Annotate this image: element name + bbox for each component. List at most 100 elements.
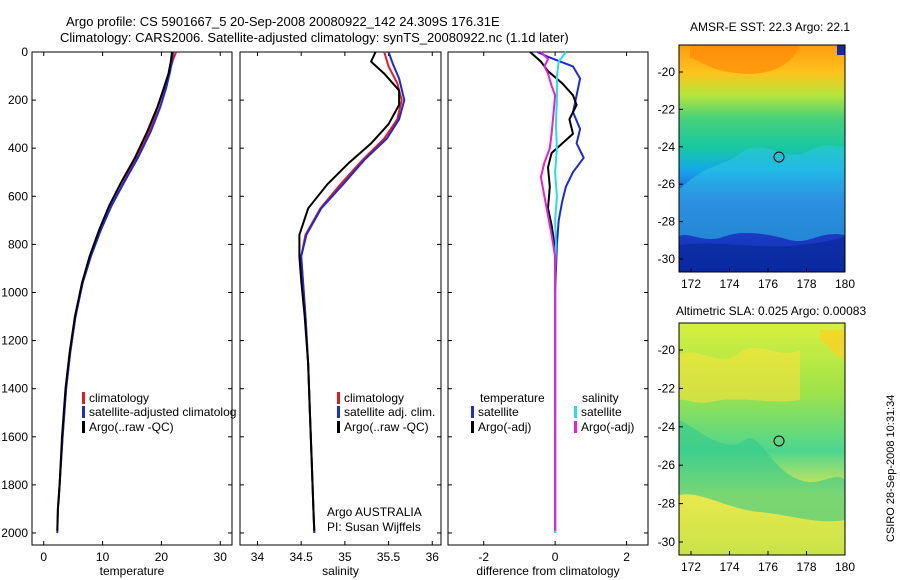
diff-legend-temp-satellite-swatch	[471, 406, 474, 418]
temperature-xtick-label: 0	[40, 550, 47, 564]
temperature-series-line-2	[56, 51, 173, 531]
sla-xtick-label: 178	[796, 560, 816, 574]
sla-map-title: Altimetric SLA: 0.025 Argo: 0.00083	[676, 304, 867, 318]
difference-xtick-label: -2	[478, 550, 489, 564]
sal-legend-satellite-swatch	[337, 406, 340, 418]
sst-ytick-label: -22	[658, 102, 676, 116]
salinity-xtick-label: 34	[251, 550, 265, 564]
salinity-xtick-label: 34.5	[289, 550, 313, 564]
diff-legend-sal-satellite-swatch	[574, 406, 577, 418]
temperature-xtick-label: 20	[155, 550, 169, 564]
sla-xtick-label: 180	[835, 560, 855, 574]
salinity-xtick-label: 36	[426, 550, 440, 564]
sla-xtick-label: 172	[681, 560, 701, 574]
temp-legend-climatology-label: climatology	[89, 391, 149, 405]
sst-xtick-label: 172	[681, 277, 701, 291]
temperature-panel: 0 200 400 600 800 1000 1200 1400 1600 1800 2000 0 10…	[1, 45, 236, 578]
temp-legend-satellite-label: satellite-adjusted climatolog	[89, 405, 236, 419]
temperature-frame	[31, 51, 233, 546]
depth-tick-label: 1000	[1, 285, 28, 299]
salinity-frame	[239, 51, 442, 546]
temperature-xlabel: temperature	[100, 564, 165, 578]
sal-note-program: Argo AUSTRALIA	[327, 505, 422, 519]
sal-note-pi: PI: Susan Wijffels	[327, 520, 421, 534]
sla-ytick-label: -24	[658, 420, 676, 434]
salinity-xtick-label: 35.5	[377, 550, 401, 564]
sst-map-frame	[678, 44, 846, 273]
sla-ytick-label: -22	[658, 381, 676, 395]
salinity-series-line-2	[298, 51, 401, 531]
sst-map-deep-blue	[679, 236, 845, 272]
depth-tick-label: 1200	[1, 334, 28, 348]
sst-map-title: AMSR-E SST: 22.3 Argo: 22.1	[690, 20, 851, 34]
sst-ytick-label: -20	[658, 65, 676, 79]
difference-xtick-label: 0	[552, 550, 559, 564]
depth-tick-label: 600	[8, 189, 28, 203]
difference-xtick-label: 2	[623, 550, 630, 564]
depth-tick-label: 0	[21, 45, 28, 59]
depth-tick-label: 1800	[1, 478, 28, 492]
sst-map-warm-patch	[690, 45, 800, 74]
depth-tick-label: 400	[8, 141, 28, 155]
sla-map-low-band	[679, 420, 845, 522]
diff-legend-temp-argo-label: Argo(-adj)	[478, 420, 531, 434]
sla-map-frame	[678, 322, 846, 556]
difference-series-line-3	[539, 51, 557, 531]
diff-legend-sal-argo-swatch	[574, 421, 577, 433]
depth-tick-label: 800	[8, 237, 28, 251]
figure-title-line2: Climatology: CARS2006. Satellite-adjuste…	[60, 30, 569, 45]
difference-series-line-2	[554, 51, 567, 533]
temperature-series-line-1	[56, 51, 175, 534]
sst-argo-location-marker	[773, 151, 785, 163]
sst-xtick-label: 174	[719, 277, 739, 291]
diff-legend-temperature-header: temperature	[480, 391, 545, 405]
depth-tick-label: 2000	[1, 526, 28, 540]
sst-ytick-label: -26	[658, 177, 676, 191]
temp-legend-argo-swatch	[82, 421, 85, 433]
temperature-xtick-label: 10	[96, 550, 110, 564]
temp-legend-argo-label: Argo(..raw -QC)	[89, 420, 174, 434]
sst-map: -20 -22 -24 -26 -28 -30 172 174 176 178 180	[658, 44, 856, 291]
sla-xtick-label: 174	[719, 560, 739, 574]
difference-panel: -2 0 2 difference from climatology temperatu…	[447, 51, 649, 578]
depth-tick-label: 1600	[1, 430, 28, 444]
sst-map-island-mask	[837, 45, 845, 55]
sla-xtick-label: 176	[758, 560, 778, 574]
sla-map-high-corner	[820, 330, 845, 360]
sal-legend-satellite-label: satellite adj. clim.	[344, 405, 435, 419]
sal-legend-argo-label: Argo(..raw -QC)	[344, 420, 429, 434]
figure-title-line1: Argo profile: CS 5901667_5 20-Sep-2008 2…	[66, 14, 500, 29]
salinity-xlabel: salinity	[322, 564, 359, 578]
diff-legend-sal-satellite-label: satellite	[581, 405, 622, 419]
sst-xtick-label: 178	[796, 277, 816, 291]
sal-legend-climatology-label: climatology	[344, 391, 404, 405]
difference-xlabel: difference from climatology	[476, 564, 619, 578]
diff-legend-sal-argo-label: Argo(-adj)	[581, 420, 634, 434]
sst-map-cool-eddy	[679, 145, 845, 242]
temp-legend-satellite-swatch	[82, 406, 85, 418]
salinity-series-line-0	[300, 51, 403, 534]
sst-xtick-label: 180	[835, 277, 855, 291]
diff-legend-temp-satellite-label: satellite	[478, 405, 519, 419]
sla-ytick-label: -30	[658, 535, 676, 549]
sst-ytick-label: -24	[658, 140, 676, 154]
diff-legend-temp-argo-swatch	[471, 421, 474, 433]
salinity-panel: 34 34.5 35 35.5 36 salinity climatologysatelli…	[239, 51, 442, 578]
sst-map-axes: -20 -22 -24 -26 -28 -30 172 174 176 178 180	[658, 65, 856, 291]
depth-tick-label: 200	[8, 93, 28, 107]
sla-map-high	[679, 348, 800, 403]
sst-ytick-label: -28	[658, 215, 676, 229]
sla-ytick-label: -20	[658, 343, 676, 357]
sal-legend-climatology-swatch	[337, 392, 340, 404]
depth-tick-label: 1400	[1, 382, 28, 396]
salinity-xtick-label: 35	[338, 550, 352, 564]
temp-legend-climatology-swatch	[82, 392, 85, 404]
sla-ytick-label: -28	[658, 497, 676, 511]
sst-ytick-label: -30	[658, 252, 676, 266]
sla-map: -20 -22 -24 -26 -28 -30 172 174 176 178 180	[658, 322, 855, 574]
difference-series-line-0	[536, 51, 585, 533]
sla-argo-location-marker	[773, 435, 785, 447]
temperature-series-line-0	[57, 51, 178, 505]
temperature-xtick-label: 30	[214, 550, 228, 564]
